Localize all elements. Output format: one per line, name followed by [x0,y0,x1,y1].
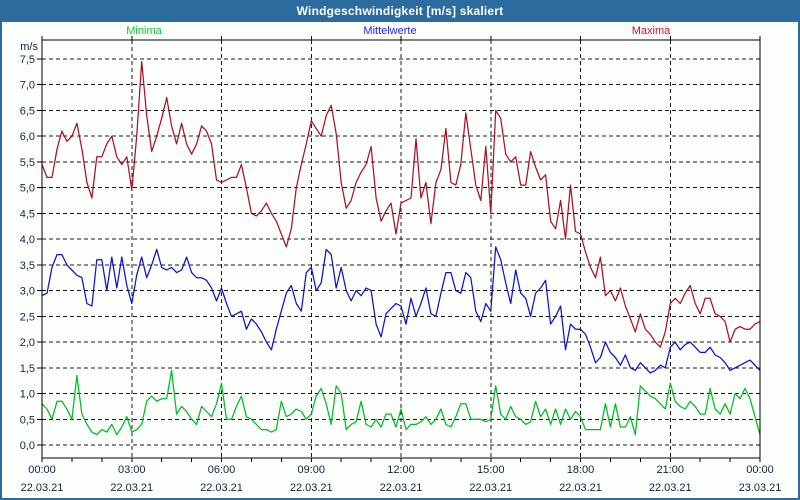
y-tick-label: 6,5 [20,105,35,117]
x-axis-date-label: 22.03.21 [290,482,333,494]
y-tick-label: 3,5 [20,260,35,272]
x-axis-time-label: 18:00 [567,464,595,476]
y-tick-label: 4,0 [20,234,35,246]
x-axis-date-label: 22.03.21 [649,482,692,494]
legend-minima-label: Minima [126,25,162,37]
series-mittelwerte-line [41,246,761,374]
x-axis-date-label: 22.03.21 [380,482,423,494]
y-axis-unit-label: m/s [20,41,38,53]
window-title: Windgeschwindigkeit [m/s] skaliert [296,4,504,18]
x-axis-time-label: 00:00 [746,464,774,476]
x-axis-date-label: 22.03.21 [21,482,64,494]
x-axis-time-label: 12:00 [387,464,415,476]
y-tick-label: 5,5 [20,157,35,169]
legend-mittelwerte-label: Mittelwerte [363,25,417,37]
x-axis-time-label: 15:00 [477,464,505,476]
x-axis-time-label: 21:00 [656,464,684,476]
series-minima-line [41,369,761,436]
y-tick-label: 2,0 [20,337,35,349]
y-tick-label: 4,5 [20,208,35,220]
x-axis-date-label: 22.03.21 [559,482,602,494]
x-axis-date-label: 22.03.21 [110,482,153,494]
x-axis-date-label: 23.03.21 [739,482,782,494]
x-axis-date-label: 22.03.21 [200,482,243,494]
plot-area-border [41,39,761,459]
y-tick-label: 1,5 [20,363,35,375]
y-tick-label: 7,0 [20,80,35,92]
y-tick-label: 7,5 [20,54,35,66]
y-tick-label: 0,5 [20,414,35,426]
y-tick-label: 2,5 [20,311,35,323]
y-tick-label: 3,0 [20,286,35,298]
legend-maxima-label: Maxima [631,25,671,37]
y-tick-label: 1,0 [20,389,35,401]
x-axis-date-label: 22.03.21 [469,482,512,494]
y-tick-label: 5,0 [20,183,35,195]
x-axis-time-label: 06:00 [208,464,236,476]
series-maxima-line [41,60,761,348]
window-title-bar: Windgeschwindigkeit [m/s] skaliert [0,0,800,22]
x-axis-time-label: 00:00 [28,464,56,476]
x-axis-time-label: 03:00 [118,464,146,476]
y-tick-label: 0,0 [20,440,35,452]
y-tick-label: 6,0 [20,131,35,143]
x-axis-time-label: 09:00 [297,464,325,476]
